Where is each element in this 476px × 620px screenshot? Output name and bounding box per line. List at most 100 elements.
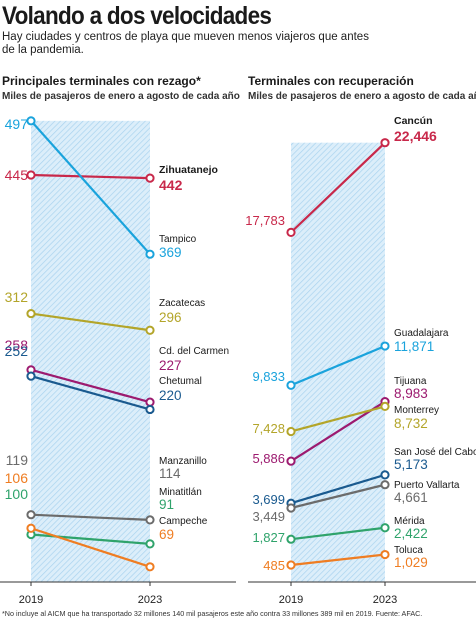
series-name-guadalajara: Guadalajara (394, 328, 449, 339)
x-tick-label: 2023 (373, 594, 397, 606)
series-line-merida (290, 526, 386, 541)
x-tick-label: 2023 (138, 594, 162, 606)
series-name-monterrey: Monterrey (394, 405, 439, 416)
series-line-manzanillo (30, 513, 151, 522)
series-name-san-jose-del-cabo: San José del Cabo (394, 447, 476, 458)
value-2019-tampico: 497 (5, 116, 29, 132)
point-2023-san-jose-del-cabo (380, 470, 390, 480)
point-2019-tampico (26, 116, 36, 126)
value-2023-manzanillo: 114 (159, 466, 181, 481)
series-line-campeche (30, 527, 151, 568)
series-name-zihuatanejo: Zihuatanejo (159, 164, 218, 176)
value-2019-zacatecas: 312 (5, 289, 29, 305)
series-name-campeche: Campeche (159, 516, 208, 527)
series-name-tijuana: Tijuana (394, 376, 427, 387)
series-line-monterrey (290, 405, 386, 433)
point-2023-chetumal (145, 404, 155, 415)
page-title: Volando a dos velocidades (2, 2, 272, 30)
value-2019-san-jose-del-cabo: 3,699 (252, 492, 285, 507)
series-name-toluca: Toluca (394, 545, 423, 556)
series-line-puerto-vallarta (290, 483, 386, 510)
series-name-merida: Mérida (394, 516, 425, 527)
value-2023-puerto-vallarta: 4,661 (394, 490, 428, 505)
point-2019-guadalajara (286, 380, 296, 390)
point-2023-campeche (145, 562, 155, 572)
value-2023-monterrey: 8,732 (394, 416, 428, 431)
series-line-cd-del-carmen (30, 368, 151, 404)
value-2023-zacatecas: 296 (159, 310, 182, 325)
series-name-chetumal: Chetumal (159, 376, 202, 387)
series-line-chetumal (30, 375, 151, 411)
value-2019-cancun: 17,783 (245, 213, 285, 228)
value-2023-toluca: 1,029 (394, 555, 428, 570)
point-2019-puerto-vallarta (286, 503, 296, 513)
page-subtitle: Hay ciudades y centros de playa que muev… (2, 31, 369, 56)
left-panel-title: Principales terminales con rezago* (2, 74, 201, 88)
series-name-manzanillo: Manzanillo (159, 456, 207, 467)
point-2019-zihuatanejo (26, 170, 36, 180)
value-2023-guadalajara: 11,871 (394, 339, 434, 354)
value-2023-cancun: 22,446 (394, 128, 437, 144)
value-2019-guadalajara: 9,833 (252, 369, 285, 384)
footnote: *No incluye al AICM que ha transportado … (2, 609, 423, 618)
left-panel-subtitle: Miles de pasajeros de enero a agosto de … (2, 91, 240, 102)
value-2023-san-jose-del-cabo: 5,173 (394, 457, 428, 472)
point-2019-manzanillo (26, 510, 36, 520)
x-tick-label: 2019 (19, 594, 43, 606)
value-2023-campeche: 69 (159, 527, 174, 542)
point-2023-guadalajara (380, 341, 390, 351)
series-name-tampico: Tampico (159, 234, 197, 245)
point-2019-zacatecas (26, 308, 36, 319)
series-line-zacatecas (30, 312, 151, 332)
value-2019-monterrey: 7,428 (252, 421, 285, 436)
value-2023-tampico: 369 (159, 245, 182, 260)
right-panel-title: Terminales con recuperación (248, 74, 414, 88)
point-2023-zihuatanejo (145, 173, 155, 183)
point-2023-manzanillo (145, 515, 155, 525)
series-line-san-jose-del-cabo (290, 473, 386, 505)
point-2023-merida (380, 523, 390, 533)
x-tick-label: 2019 (279, 594, 303, 606)
value-2023-cd-del-carmen: 227 (159, 358, 182, 373)
value-2019-minatitlan: 100 (5, 486, 29, 502)
value-2023-tijuana: 8,983 (394, 386, 428, 401)
value-2023-zihuatanejo: 442 (159, 177, 183, 193)
point-2019-monterrey (286, 426, 296, 437)
point-2023-minatitlan (145, 539, 155, 549)
point-2019-campeche (26, 523, 36, 533)
value-2019-manzanillo: 119 (6, 452, 29, 468)
point-2019-toluca (286, 560, 296, 570)
series-name-minatitlan: Minatitlán (159, 487, 202, 498)
point-2023-cd-del-carmen (145, 397, 155, 407)
point-2023-zacatecas (145, 325, 155, 335)
value-2019-toluca: 485 (263, 558, 285, 573)
point-2019-cancun (286, 227, 296, 237)
series-name-cancun: Cancún (394, 115, 433, 127)
value-2019-puerto-vallarta: 3,449 (252, 509, 285, 524)
value-2023-minatitlan: 91 (159, 497, 174, 512)
series-line-zihuatanejo (30, 173, 151, 180)
point-2023-cancun (380, 138, 390, 148)
series-line-minatitlan (30, 533, 151, 545)
point-2023-puerto-vallarta (380, 480, 390, 490)
series-line-toluca (290, 553, 386, 567)
value-2019-merida: 1,827 (252, 530, 285, 545)
series-line-guadalajara (290, 345, 386, 387)
series-name-zacatecas: Zacatecas (159, 298, 205, 309)
band-shading (291, 142, 385, 582)
series-line-tampico (30, 120, 151, 255)
series-name-cd-del-carmen: Cd. del Carmen (159, 346, 229, 357)
value-2019-chetumal: 252 (5, 343, 29, 359)
value-2019-cd-del-carmen: 258 (5, 337, 29, 353)
value-2019-zihuatanejo: 445 (5, 167, 29, 183)
point-2019-chetumal (26, 371, 36, 381)
series-name-puerto-vallarta: Puerto Vallarta (394, 480, 460, 491)
point-2019-merida (286, 534, 296, 544)
value-2023-chetumal: 220 (159, 388, 182, 403)
value-2023-merida: 2,422 (394, 526, 428, 541)
series-line-cancun (290, 141, 386, 234)
value-2019-campeche: 106 (5, 470, 29, 486)
